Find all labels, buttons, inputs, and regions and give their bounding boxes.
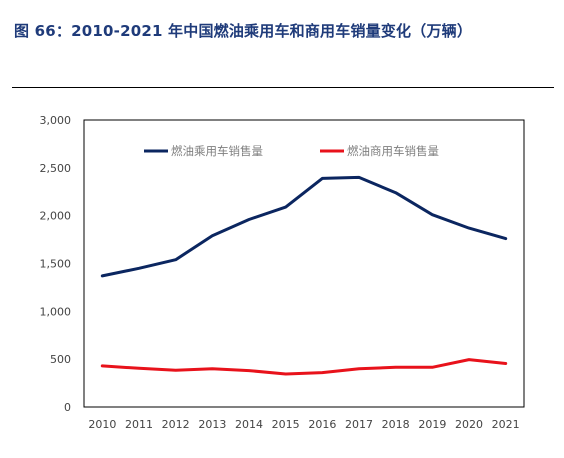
x-tick-label: 2019 xyxy=(418,418,446,431)
x-tick-label: 2020 xyxy=(455,418,483,431)
x-tick-label: 2013 xyxy=(198,418,226,431)
y-axis-ticks: 0 500 1,000 1,500 2,000 2,500 3,000 xyxy=(40,114,72,414)
y-tick-label: 2,000 xyxy=(40,210,72,223)
chart-legend: 燃油乘用车销售量 燃油商用车销售量 xyxy=(144,144,439,158)
series-lines xyxy=(100,175,508,376)
x-tick-label: 2014 xyxy=(235,418,263,431)
y-tick-label: 500 xyxy=(50,353,71,366)
plot-area-frame xyxy=(83,119,525,408)
x-tick-label: 2018 xyxy=(382,418,410,431)
x-tick-label: 2016 xyxy=(308,418,336,431)
y-tick-label: 3,000 xyxy=(40,114,72,127)
x-tick-label: 2012 xyxy=(162,418,190,431)
y-tick-label: 1,000 xyxy=(40,305,72,318)
legend-label-2: 燃油商用车销售量 xyxy=(347,144,439,158)
x-tick-label: 2011 xyxy=(125,418,153,431)
y-tick-label: 0 xyxy=(64,401,71,414)
x-tick-label: 2010 xyxy=(88,418,116,431)
x-axis-ticks: 2010 2011 2012 2013 2014 2015 2016 2017 2018 2019… xyxy=(88,418,519,431)
y-tick-label: 2,500 xyxy=(40,162,72,175)
series-line-2 xyxy=(100,358,508,376)
x-tick-label: 2017 xyxy=(345,418,373,431)
figure-title: 图 66：2010-2021 年中国燃油乘用车和商用车销量变化（万辆） xyxy=(14,22,473,40)
y-tick-label: 1,500 xyxy=(40,258,72,271)
legend-label-1: 燃油乘用车销售量 xyxy=(171,144,263,158)
title-divider xyxy=(12,87,554,88)
series-line-1 xyxy=(100,175,508,278)
x-tick-label: 2015 xyxy=(272,418,300,431)
x-tick-label: 2021 xyxy=(492,418,520,431)
